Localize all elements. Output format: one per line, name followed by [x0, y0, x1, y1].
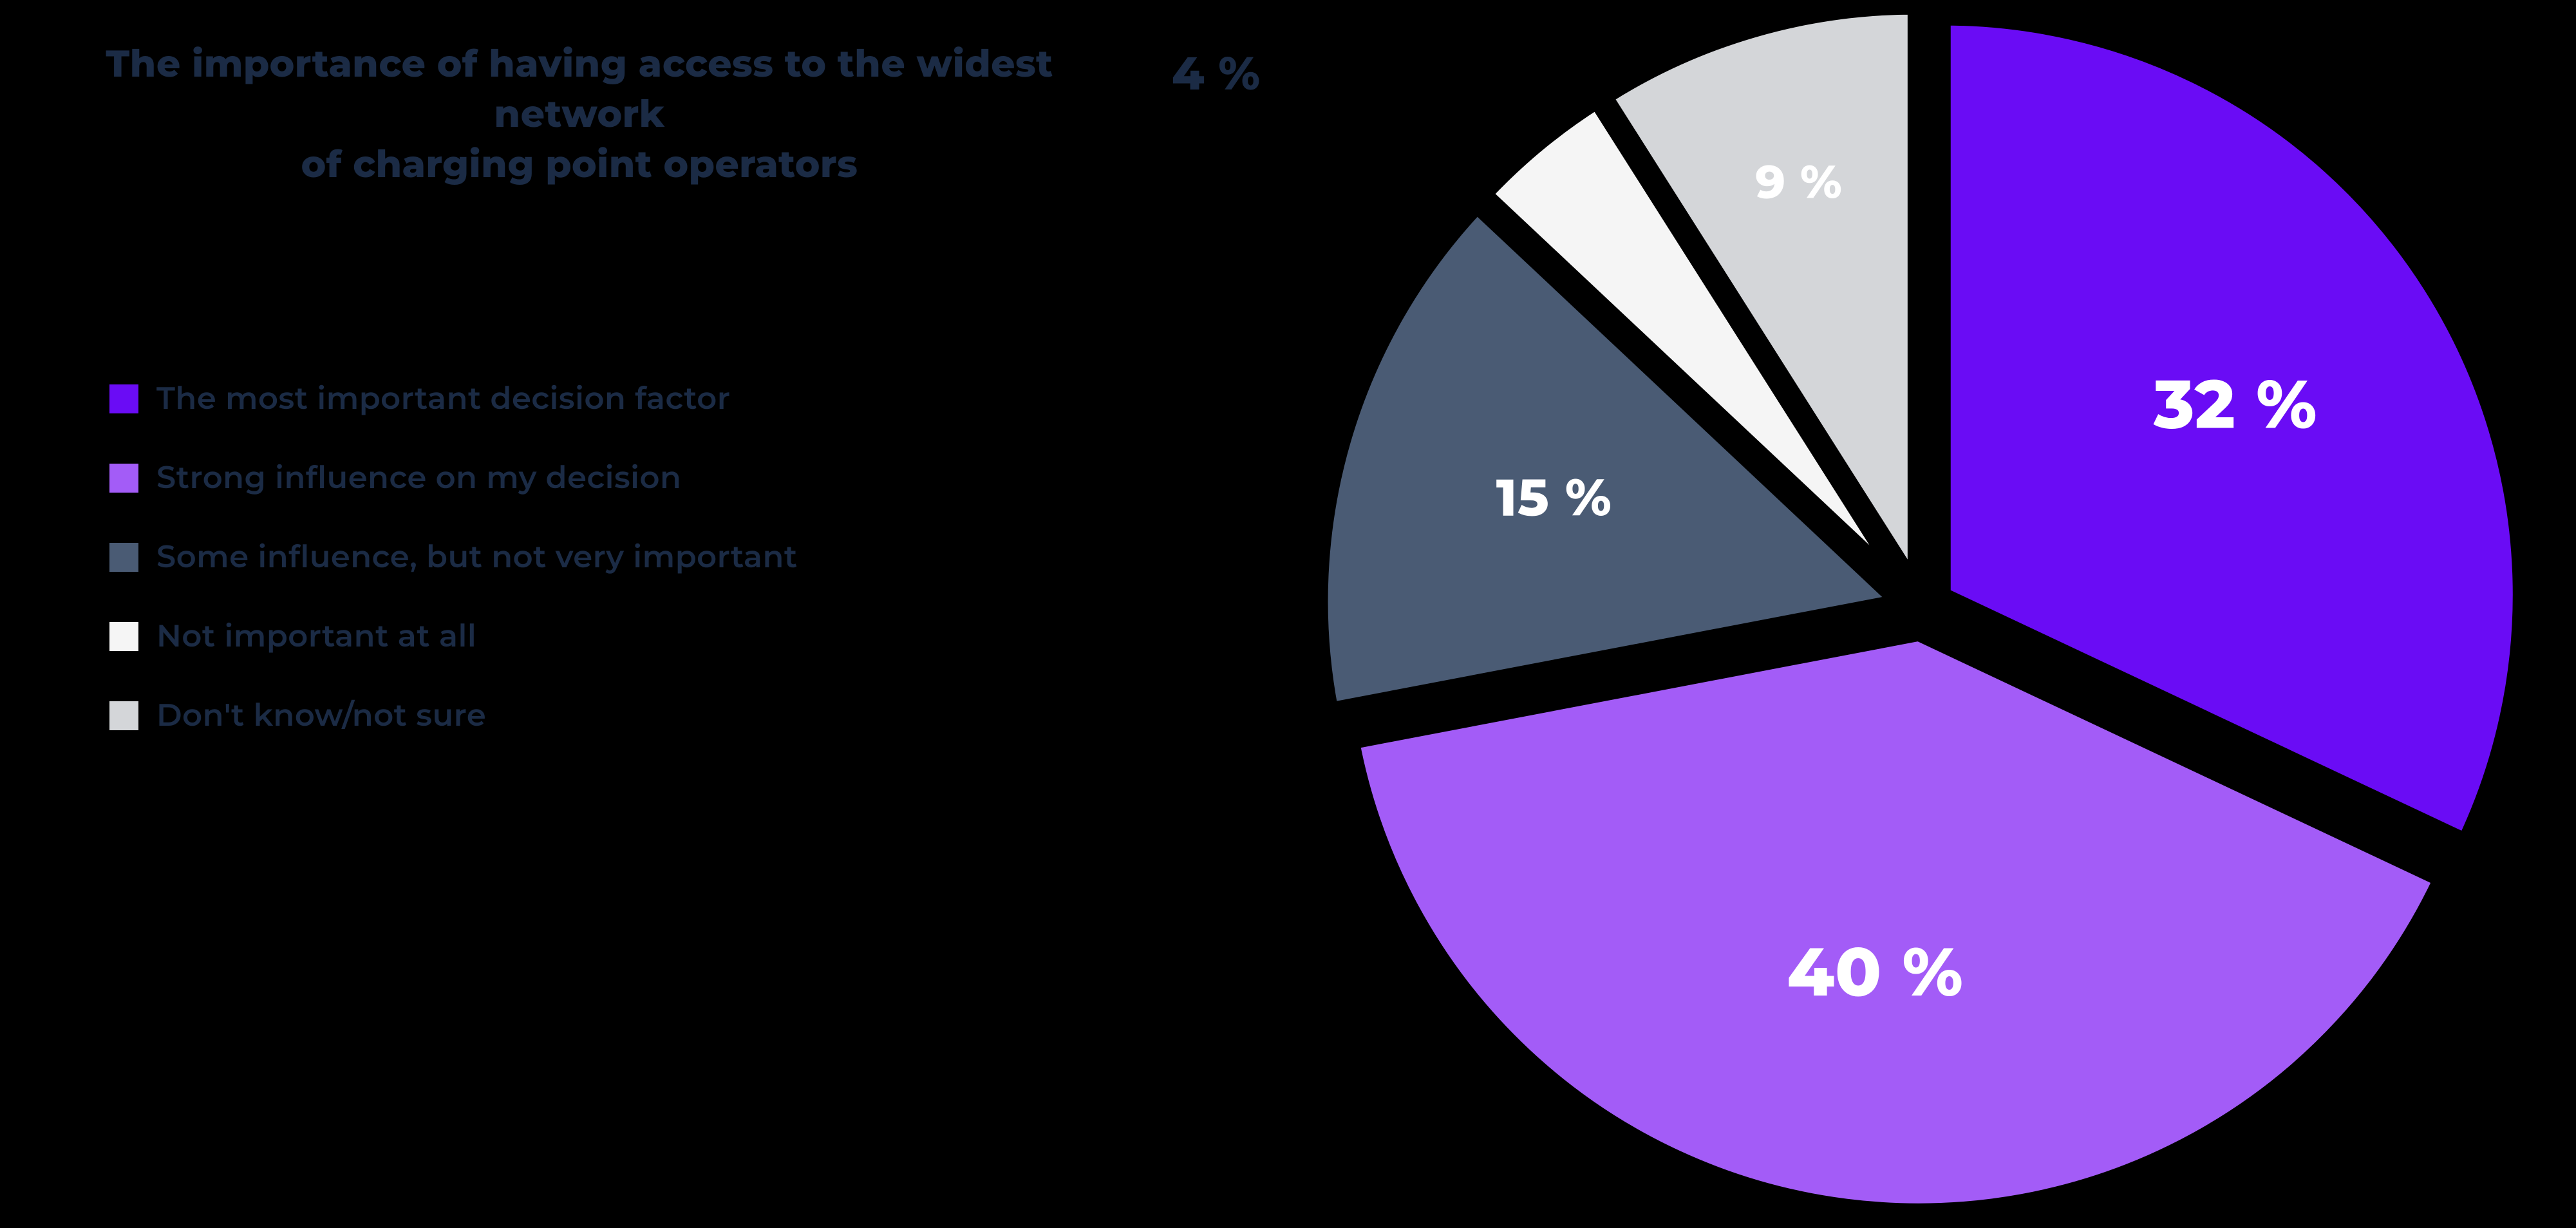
legend-swatch	[109, 543, 138, 572]
pie-slice-label: 32 %	[2153, 363, 2317, 445]
legend-swatch	[109, 464, 138, 493]
pie-slice-label: 40 %	[1787, 930, 1964, 1013]
legend-label: Not important at all	[156, 618, 476, 655]
pie-slice-label: 15 %	[1496, 467, 1612, 529]
legend: The most important decision factor Strong…	[109, 380, 798, 776]
legend-item: Not important at all	[109, 618, 798, 655]
legend-swatch	[109, 701, 138, 730]
legend-label: Strong influence on my decision	[156, 459, 681, 496]
pie-slice-callout-label: 4 %	[1172, 45, 1260, 102]
legend-item: The most important decision factor	[109, 380, 798, 417]
legend-label: The most important decision factor	[156, 380, 730, 417]
pie-slice-label: 9 %	[1755, 153, 1842, 210]
pie-chart: 32 % 40 % 15 % 9 %	[1306, 0, 2538, 1225]
legend-item: Strong influence on my decision	[109, 459, 798, 496]
legend-item: Don't know/not sure	[109, 697, 798, 734]
legend-label: Some influence, but not very important	[156, 538, 798, 576]
legend-item: Some influence, but not very important	[109, 538, 798, 576]
legend-label: Don't know/not sure	[156, 697, 486, 734]
pie-svg: 32 % 40 % 15 % 9 %	[1306, 0, 2538, 1225]
legend-swatch	[109, 622, 138, 651]
chart-title-line2: of charging point operators	[301, 141, 858, 187]
legend-swatch	[109, 384, 138, 413]
chart-title-line1: The importance of having access to the w…	[106, 41, 1053, 137]
chart-title: The importance of having access to the w…	[97, 39, 1062, 189]
